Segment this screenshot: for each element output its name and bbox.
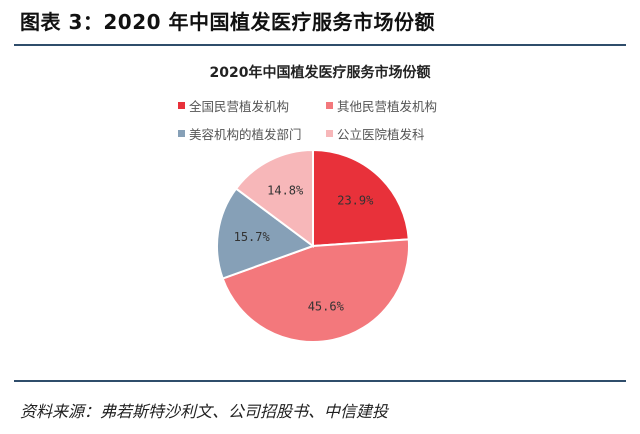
legend-label-0: 全国民营植发机构 (189, 99, 290, 114)
legend-label-2: 美容机构的植发部门 (189, 127, 302, 142)
legend-label-3: 公立医院植发科 (337, 127, 425, 142)
chart-legend: 全国民营植发机构 其他民营植发机构 美容机构的植发部门 公立医院植发科 (178, 96, 478, 143)
legend-item-3: 公立医院植发科 (326, 124, 474, 143)
legend-item-0: 全国民营植发机构 (178, 96, 326, 115)
slice-label-1: 45.6% (308, 300, 345, 314)
legend-swatch-3 (326, 130, 333, 137)
chart-title: 2020年中国植发医疗服务市场份额 (209, 65, 431, 81)
legend-swatch-2 (178, 130, 185, 137)
header-rule (14, 44, 626, 46)
pie-slice-1 (221, 238, 410, 343)
legend-swatch-0 (178, 102, 185, 109)
pie-slice-2 (216, 187, 316, 280)
pie-slice-0 (312, 148, 410, 248)
legend-item-1: 其他民营植发机构 (326, 96, 474, 115)
slice-label-3: 14.8% (267, 184, 304, 198)
slice-label-2: 15.7% (234, 230, 271, 244)
legend-label-1: 其他民营植发机构 (337, 99, 438, 114)
figure-title: 图表 3：2020 年中国植发医疗服务市场份额 (20, 10, 436, 34)
legend-swatch-1 (326, 102, 333, 109)
pie-slice-3 (234, 148, 314, 248)
source-note: 资料来源：弗若斯特沙利文、公司招股书、中信建投 (20, 402, 389, 421)
footer-rule (14, 380, 626, 382)
legend-item-2: 美容机构的植发部门 (178, 124, 326, 143)
slice-label-0: 23.9% (337, 194, 374, 208)
